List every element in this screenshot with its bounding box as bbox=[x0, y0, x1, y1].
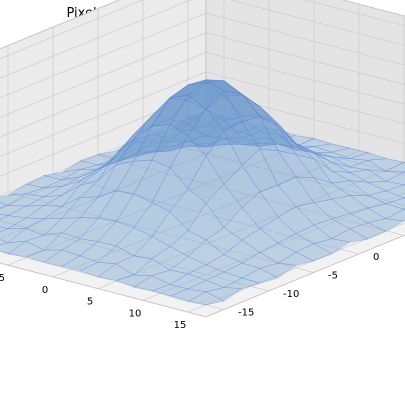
y-tick-label: -5 bbox=[328, 270, 338, 281]
y-tick-label: 0 bbox=[373, 252, 379, 263]
y-tick-label: -15 bbox=[238, 307, 254, 318]
x-tick-label: 15 bbox=[174, 320, 187, 331]
grid-line-z bbox=[205, 32, 405, 86]
x-tick-label: 0 bbox=[42, 285, 48, 296]
grid-line-z bbox=[205, 71, 405, 125]
x-tick-label: 5 bbox=[87, 297, 93, 308]
x-tick-label: -5 bbox=[0, 273, 5, 284]
surface-mesh bbox=[0, 79, 405, 306]
grid-line-z bbox=[0, 51, 207, 138]
y-tick-label: -10 bbox=[283, 289, 299, 300]
grid-line-z bbox=[0, 0, 144, 60]
x-tick-label: 10 bbox=[129, 308, 142, 319]
grid-line-z bbox=[0, 32, 207, 118]
left-pane bbox=[0, 0, 206, 196]
grid-line-z bbox=[0, 0, 192, 79]
grid-line-z bbox=[0, 71, 207, 158]
grid-line-z bbox=[0, 12, 207, 99]
pane-edge bbox=[0, 262, 207, 318]
surface-facet bbox=[187, 291, 225, 306]
pane-edge bbox=[341, 0, 405, 17]
tick-labels: -15-10-5051015-15-10-5051015020406080100… bbox=[0, 252, 379, 331]
grid-line-z bbox=[205, 12, 405, 66]
pane-edge bbox=[0, 0, 120, 50]
grid-line-z bbox=[205, 51, 405, 105]
pane-edge bbox=[205, 234, 405, 318]
grid-line-z bbox=[229, 0, 405, 46]
grid-line-z bbox=[304, 0, 405, 27]
